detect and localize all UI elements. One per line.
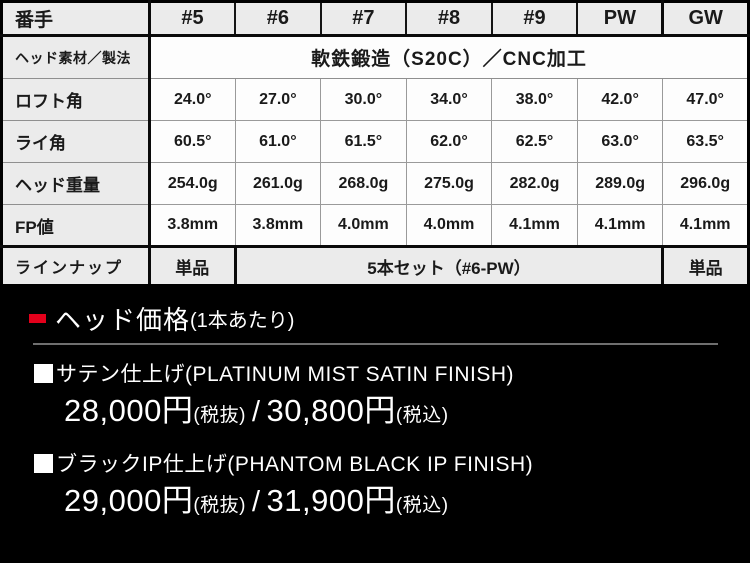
black-ip-price-line: 29,000円(税抜)/31,900円(税込) bbox=[64, 482, 750, 525]
spec-cell: 34.0° bbox=[405, 78, 493, 121]
col-header-6: #6 bbox=[234, 0, 322, 37]
yen-label: 円 bbox=[161, 483, 194, 518]
yen-label: 円 bbox=[364, 393, 396, 428]
yen-label: 円 bbox=[364, 483, 396, 518]
price-incl-value: 30,800 bbox=[266, 393, 365, 428]
material-value: 軟鉄鍛造（S20C）／CNC加工 bbox=[149, 35, 749, 79]
loft-row: ロフト角 24.0° 27.0° 30.0° 34.0° 38.0° 42.0°… bbox=[1, 78, 749, 121]
spec-cell: 4.0mm bbox=[320, 204, 407, 248]
price-separator: / bbox=[251, 486, 261, 518]
spec-cell: 27.0° bbox=[234, 78, 322, 121]
spec-cell: 38.0° bbox=[491, 78, 578, 121]
material-row: ヘッド素材／製法 軟鉄鍛造（S20C）／CNC加工 bbox=[1, 35, 749, 79]
spec-cell: 289.0g bbox=[576, 162, 664, 205]
lineup-set: 5本セット（#6-PW） bbox=[235, 246, 663, 287]
col-header-pw: PW bbox=[576, 0, 664, 37]
tax-incl-label: (税込) bbox=[395, 495, 449, 516]
lineup-row: ラインナップ 単品 5本セット（#6-PW） 単品 bbox=[1, 246, 749, 287]
satin-finish-label: サテン仕上げ(PLATINUM MIST SATIN FINISH) bbox=[56, 363, 515, 386]
black-ip-finish-line: ブラックIP仕上げ(PHANTOM BLACK IP FINISH) bbox=[34, 448, 750, 478]
fp-row: FP値 3.8mm 3.8mm 4.0mm 4.0mm 4.1mm 4.1mm … bbox=[1, 204, 749, 248]
red-dash-icon bbox=[29, 313, 46, 323]
price-excl-value: 29,000 bbox=[64, 483, 162, 518]
price-heading: ヘッド価格 (1本あたり) bbox=[29, 302, 750, 335]
spec-cell: 61.0° bbox=[234, 120, 322, 163]
spec-cell: 63.5° bbox=[662, 120, 749, 163]
head-price-section: ヘッド価格 (1本あたり) サテン仕上げ(PLATINUM MIST SATIN… bbox=[0, 287, 750, 525]
square-bullet-icon bbox=[34, 363, 53, 383]
tax-excl-label: (税抜) bbox=[193, 405, 246, 426]
spec-cell: 62.0° bbox=[405, 120, 493, 163]
satin-price-line: 28,000円(税抜)/30,800円(税込) bbox=[64, 392, 750, 435]
spec-cell: 47.0° bbox=[662, 78, 749, 121]
price-excl-value: 28,000 bbox=[64, 393, 162, 428]
row-label-head-weight: ヘッド重量 bbox=[1, 162, 151, 205]
price-separator: / bbox=[251, 396, 261, 428]
black-ip-finish-label: ブラックIP仕上げ(PHANTOM BLACK IP FINISH) bbox=[56, 453, 534, 476]
yen-label: 円 bbox=[161, 393, 194, 428]
tax-incl-label: (税込) bbox=[395, 405, 449, 426]
head-weight-row: ヘッド重量 254.0g 261.0g 268.0g 275.0g 282.0g… bbox=[1, 162, 749, 205]
col-header-5: #5 bbox=[148, 0, 237, 37]
lineup-single-5: 単品 bbox=[149, 246, 237, 287]
spec-cell: 254.0g bbox=[149, 162, 236, 205]
spec-cell: 63.0° bbox=[576, 120, 664, 163]
spec-cell: 4.1mm bbox=[576, 204, 664, 248]
price-heading-title: ヘッド価格 bbox=[55, 304, 191, 335]
row-label-fp: FP値 bbox=[1, 204, 151, 248]
spec-cell: 24.0° bbox=[149, 78, 236, 121]
header-row: 番手 #5 #6 #7 #8 #9 PW GW bbox=[0, 0, 750, 37]
spec-cell: 296.0g bbox=[662, 162, 749, 205]
club-spec-table: 番手 #5 #6 #7 #8 #9 PW GW ヘッド素材／製法 軟鉄鍛造（S2… bbox=[0, 0, 750, 287]
spec-cell: 3.8mm bbox=[234, 204, 322, 248]
spec-cell: 268.0g bbox=[320, 162, 407, 205]
col-header-8: #8 bbox=[405, 0, 493, 37]
lineup-single-gw: 単品 bbox=[661, 246, 749, 287]
spec-cell: 30.0° bbox=[320, 78, 407, 121]
heading-divider bbox=[33, 343, 718, 345]
spec-cell: 3.8mm bbox=[149, 204, 236, 248]
tax-excl-label: (税抜) bbox=[193, 495, 246, 516]
spec-cell: 4.1mm bbox=[662, 204, 749, 248]
spec-cell: 60.5° bbox=[149, 120, 236, 163]
row-label-material: ヘッド素材／製法 bbox=[1, 35, 151, 79]
col-header-9: #9 bbox=[490, 0, 579, 37]
spec-cell: 261.0g bbox=[234, 162, 322, 205]
satin-finish-line: サテン仕上げ(PLATINUM MIST SATIN FINISH) bbox=[34, 358, 750, 388]
spec-cell: 62.5° bbox=[491, 120, 578, 163]
row-label-lie: ライ角 bbox=[1, 120, 151, 163]
square-bullet-icon bbox=[34, 453, 53, 473]
lie-row: ライ角 60.5° 61.0° 61.5° 62.0° 62.5° 63.0° … bbox=[1, 120, 749, 163]
row-label-loft: ロフト角 bbox=[1, 78, 151, 121]
spec-cell: 282.0g bbox=[491, 162, 578, 205]
price-heading-note: (1本あたり) bbox=[190, 309, 295, 332]
corner-header-club-number: 番手 bbox=[0, 0, 151, 37]
spec-cell: 4.1mm bbox=[491, 204, 578, 248]
row-label-lineup: ラインナップ bbox=[1, 246, 151, 287]
spec-cell: 275.0g bbox=[405, 162, 493, 205]
col-header-7: #7 bbox=[319, 0, 408, 37]
col-header-gw: GW bbox=[661, 0, 750, 37]
spec-cell: 42.0° bbox=[576, 78, 664, 121]
price-incl-value: 31,900 bbox=[266, 483, 365, 518]
spec-cell: 61.5° bbox=[320, 120, 407, 163]
spec-cell: 4.0mm bbox=[405, 204, 493, 248]
